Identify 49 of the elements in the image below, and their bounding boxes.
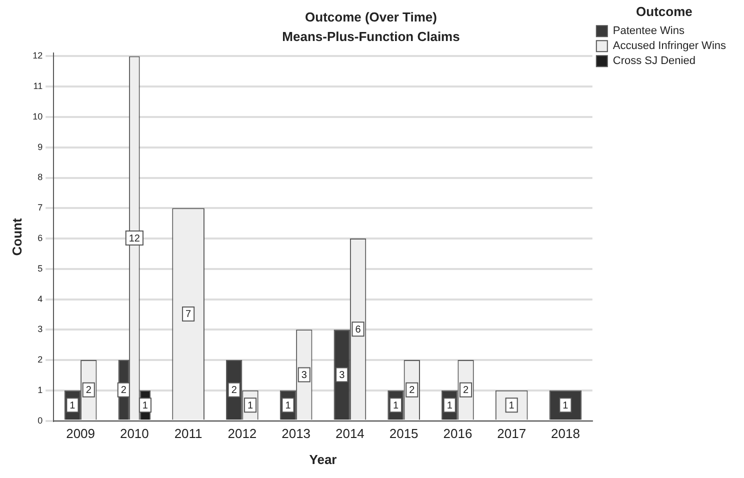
data-label: 1 bbox=[392, 400, 399, 412]
y-tick-label: 0 bbox=[38, 415, 43, 426]
data-label: 1 bbox=[562, 400, 569, 412]
data-label: 1 bbox=[508, 400, 515, 412]
chart-title: Outcome (Over Time) bbox=[305, 9, 437, 24]
chart-subtitle: Means-Plus-Function Claims bbox=[282, 28, 460, 44]
data-label: 2 bbox=[463, 385, 470, 396]
x-tick-label: 2017 bbox=[497, 426, 526, 442]
x-tick-label: 2014 bbox=[335, 426, 364, 442]
y-tick-label: 7 bbox=[38, 202, 43, 213]
data-label: 3 bbox=[339, 370, 346, 381]
y-tick-label: 11 bbox=[33, 81, 43, 92]
data-label: 2 bbox=[409, 385, 416, 396]
y-tick-label: 10 bbox=[32, 111, 43, 122]
data-label: 2 bbox=[231, 385, 238, 396]
data-label: 1 bbox=[446, 400, 453, 412]
x-tick-label: 2012 bbox=[228, 426, 257, 442]
data-label: 2 bbox=[86, 385, 92, 396]
legend-label: Cross SJ Denied bbox=[612, 55, 696, 68]
y-tick-label: 8 bbox=[38, 172, 43, 182]
data-label: 1 bbox=[285, 400, 292, 412]
data-label: 1 bbox=[70, 400, 76, 412]
y-tick-label: 6 bbox=[38, 233, 43, 244]
legend-label: Accused Infringer Wins bbox=[612, 40, 726, 52]
legend-label: Patentee Wins bbox=[612, 25, 685, 38]
x-tick-label: 2010 bbox=[120, 426, 149, 442]
y-tick-label: 1 bbox=[38, 384, 43, 395]
y-tick-label: 5 bbox=[38, 263, 43, 274]
y-tick-label: 4 bbox=[38, 294, 43, 304]
data-label: 3 bbox=[301, 370, 308, 381]
y-tick-label: 12 bbox=[32, 50, 43, 61]
data-label: 6 bbox=[355, 324, 362, 336]
y-tick-label: 2 bbox=[38, 354, 43, 365]
x-tick-label: 2013 bbox=[282, 426, 311, 442]
y-tick-label: 9 bbox=[38, 142, 43, 152]
x-tick-label: 2011 bbox=[174, 426, 202, 442]
data-label: 7 bbox=[186, 309, 192, 320]
data-label: 12 bbox=[128, 233, 140, 244]
data-label: 1 bbox=[247, 400, 254, 412]
data-label: 2 bbox=[120, 385, 127, 396]
y-tick-label: 3 bbox=[38, 324, 43, 334]
legend-title: Outcome bbox=[636, 4, 692, 20]
y-axis-title: Count bbox=[9, 218, 24, 256]
x-axis-title: Year bbox=[309, 452, 337, 467]
x-tick-label: 2016 bbox=[443, 426, 472, 442]
x-tick-label: 2015 bbox=[389, 426, 418, 442]
x-tick-label: 2018 bbox=[551, 426, 580, 442]
x-tick-label: 2009 bbox=[66, 426, 96, 442]
data-label: 1 bbox=[142, 400, 148, 412]
